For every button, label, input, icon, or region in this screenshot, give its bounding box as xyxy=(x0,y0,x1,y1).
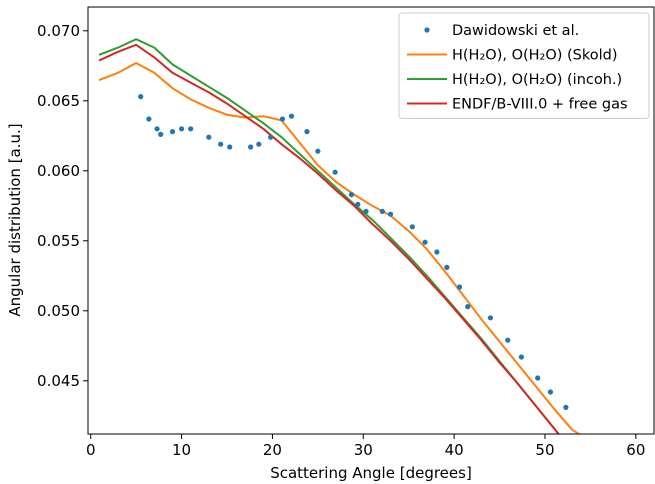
data-point xyxy=(256,141,262,147)
data-point xyxy=(456,284,463,290)
y-tick-label: 0.055 xyxy=(37,232,80,250)
legend-label: ENDF/B-VIII.0 + free gas xyxy=(452,97,628,113)
data-point xyxy=(315,148,321,154)
series-line-1 xyxy=(98,62,581,434)
data-point xyxy=(387,211,394,217)
data-point xyxy=(332,169,338,175)
legend: Dawidowski et al. H(H₂O), O(H₂O) (Skold) H… xyxy=(398,12,650,119)
data-point xyxy=(178,126,185,132)
legend-box xyxy=(398,12,650,119)
data-point xyxy=(563,404,569,410)
x-axis: 0 10 20 30 40 50 60 xyxy=(86,434,645,459)
x-tick-label: 30 xyxy=(354,441,373,459)
data-point xyxy=(206,134,212,140)
series-line-3 xyxy=(98,43,560,434)
data-point xyxy=(535,375,541,381)
data-point xyxy=(487,315,494,321)
y-tick-label: 0.070 xyxy=(37,22,80,40)
data-point xyxy=(154,126,160,132)
x-tick-label: 40 xyxy=(445,441,464,459)
y-axis: 0.045 0.050 0.055 0.060 0.065 0.070 xyxy=(37,22,88,390)
y-axis-label: Angular distribution [a.u.] xyxy=(6,123,24,316)
series-points xyxy=(138,94,569,410)
data-point xyxy=(355,201,361,207)
data-point xyxy=(268,134,274,140)
data-point xyxy=(304,129,310,135)
data-point xyxy=(138,94,144,100)
data-point xyxy=(348,192,355,198)
y-tick-label: 0.060 xyxy=(37,162,80,180)
y-tick-label: 0.065 xyxy=(37,92,80,110)
data-point xyxy=(465,304,471,310)
series-lines xyxy=(98,38,581,434)
data-point xyxy=(422,239,428,245)
data-point xyxy=(363,208,369,214)
y-tick-label: 0.045 xyxy=(37,372,80,390)
x-tick-label: 0 xyxy=(86,441,96,459)
data-point xyxy=(227,144,233,150)
x-tick-label: 20 xyxy=(263,441,282,459)
legend-label: H(H₂O), O(H₂O) (Skold) xyxy=(452,48,618,64)
data-point xyxy=(218,141,224,147)
legend-label: Dawidowski et al. xyxy=(452,23,579,39)
x-tick-label: 60 xyxy=(626,441,645,459)
data-point xyxy=(379,208,385,214)
data-point xyxy=(188,126,194,132)
data-point xyxy=(409,224,415,230)
data-point xyxy=(248,144,254,150)
data-point xyxy=(158,131,164,137)
x-tick-label: 10 xyxy=(172,441,191,459)
data-point xyxy=(434,249,440,255)
data-point xyxy=(505,337,511,343)
legend-swatch xyxy=(424,27,430,33)
legend-label: H(H₂O), O(H₂O) (incoh.) xyxy=(452,72,622,88)
data-point xyxy=(146,116,152,122)
data-point xyxy=(279,116,286,122)
data-point xyxy=(518,354,524,360)
data-point xyxy=(288,113,295,119)
y-tick-label: 0.050 xyxy=(37,302,80,320)
data-point xyxy=(444,264,450,270)
data-point xyxy=(547,389,554,395)
data-point xyxy=(169,129,176,135)
x-axis-label: Scattering Angle [degrees] xyxy=(270,464,472,482)
plot-frame xyxy=(87,6,655,435)
x-tick-label: 50 xyxy=(535,441,554,459)
